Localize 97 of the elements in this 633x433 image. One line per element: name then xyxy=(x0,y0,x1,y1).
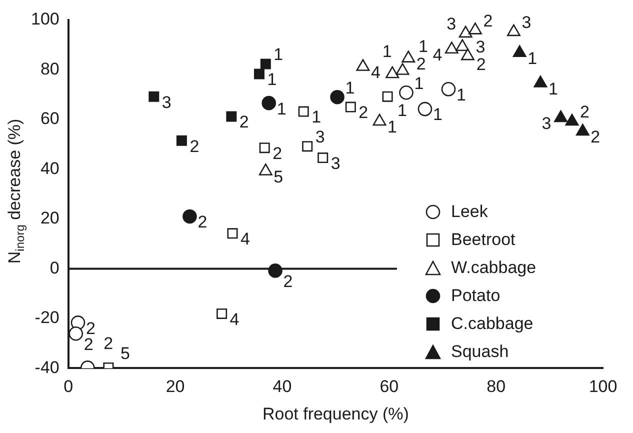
y-tick-label: 60 xyxy=(40,109,60,128)
annotation: 3 xyxy=(315,128,325,147)
point xyxy=(254,68,264,80)
annotation: 2 xyxy=(104,334,114,353)
annotation: 1 xyxy=(414,74,424,93)
annotation: 2 xyxy=(358,103,368,122)
point xyxy=(444,42,458,54)
annotation: 2 xyxy=(283,272,293,291)
point xyxy=(565,114,579,126)
annotation: 1 xyxy=(312,108,322,127)
x-tick-label: 40 xyxy=(272,377,292,396)
annotation: 1 xyxy=(274,45,284,64)
point xyxy=(318,152,328,164)
point xyxy=(298,106,309,117)
point xyxy=(227,228,238,239)
y-tick-label: -20 xyxy=(34,308,60,328)
legend-label: W.cabbage xyxy=(451,258,536,278)
annotation: 2 xyxy=(239,112,249,132)
annotation: 2 xyxy=(272,144,282,164)
point xyxy=(402,50,416,62)
annotation: 3 xyxy=(522,13,532,32)
point xyxy=(302,141,313,152)
point xyxy=(554,110,568,122)
point xyxy=(399,85,414,100)
annotation: 4 xyxy=(240,230,250,249)
point xyxy=(372,114,386,126)
point xyxy=(576,124,590,136)
point xyxy=(512,45,526,57)
annotation: 5 xyxy=(274,167,284,186)
point xyxy=(456,39,470,52)
y-tick-label: 100 xyxy=(30,10,60,29)
point xyxy=(330,90,344,104)
annotation: 4 xyxy=(370,62,380,82)
point xyxy=(216,308,228,319)
point xyxy=(148,91,160,102)
point xyxy=(260,58,271,70)
x-tick-label: 20 xyxy=(166,377,185,396)
legend-label: Squash xyxy=(451,342,509,362)
point xyxy=(182,209,197,224)
legend-label: Potato xyxy=(451,286,500,306)
point xyxy=(461,48,474,60)
annotation: 1 xyxy=(345,78,355,98)
annotation: 1 xyxy=(418,36,428,56)
point xyxy=(396,63,410,75)
annotation: 2 xyxy=(483,11,493,30)
point xyxy=(382,91,393,102)
legend-label: Leek xyxy=(451,202,488,222)
x-tick-label: 60 xyxy=(380,377,399,396)
annotation: 3 xyxy=(542,114,552,134)
x-axis-title: Root frequency (%) xyxy=(262,404,409,424)
point xyxy=(356,59,370,71)
annotation: 2 xyxy=(198,212,208,232)
legend-label: Beetroot xyxy=(451,230,516,250)
point xyxy=(386,66,400,78)
y-tick-label: 80 xyxy=(40,59,60,78)
annotation: 2 xyxy=(190,136,200,156)
point xyxy=(418,102,432,116)
point xyxy=(345,102,356,112)
point xyxy=(468,22,482,34)
annotation: 3 xyxy=(330,154,340,173)
annotation: 2 xyxy=(476,55,486,74)
annotation: 1 xyxy=(528,49,538,68)
annotation: 1 xyxy=(432,105,442,124)
annotation: 3 xyxy=(162,92,172,112)
y-tick-label: -40 xyxy=(34,358,60,377)
annotation: 1 xyxy=(548,79,558,98)
annotation: 5 xyxy=(120,344,130,363)
legend-label: C.cabbage xyxy=(451,314,534,334)
annotation: 1 xyxy=(398,100,408,120)
x-tick-label: 100 xyxy=(588,377,618,396)
annotation: 2 xyxy=(416,54,426,74)
annotation: 2 xyxy=(590,128,600,147)
point xyxy=(258,164,272,176)
y-tick-label: 40 xyxy=(40,158,60,178)
point xyxy=(507,24,520,36)
annotation: 2 xyxy=(580,102,590,122)
point xyxy=(226,111,237,122)
annotation: 1 xyxy=(388,118,397,137)
point xyxy=(458,26,472,38)
point xyxy=(68,326,83,341)
y-tick-label: 0 xyxy=(50,258,60,278)
point xyxy=(441,82,456,96)
point xyxy=(259,142,270,154)
annotation: 1 xyxy=(276,99,286,118)
annotation: 1 xyxy=(267,70,277,90)
annotation: 4 xyxy=(230,310,240,329)
point xyxy=(176,135,187,146)
annotation: 3 xyxy=(476,37,486,56)
x-tick-label: 0 xyxy=(64,377,74,396)
point xyxy=(534,76,548,88)
annotation: 4 xyxy=(432,46,442,65)
x-tick-label: 80 xyxy=(486,377,506,396)
annotation: 1 xyxy=(456,85,466,104)
annotation: 3 xyxy=(446,14,456,34)
y-tick-label: 20 xyxy=(40,208,60,228)
point xyxy=(262,96,276,110)
annotation: 1 xyxy=(382,42,392,62)
